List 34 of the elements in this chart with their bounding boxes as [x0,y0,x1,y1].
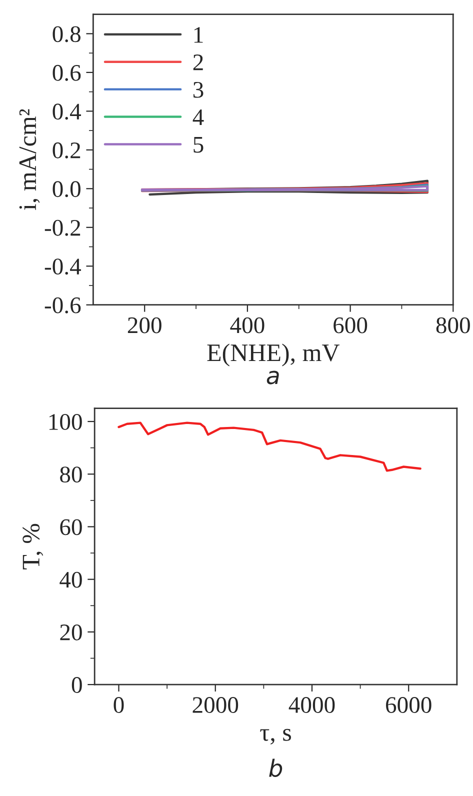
y-axis-title: i, mA/cm² [19,109,40,210]
x-tick-label: 2000 [192,697,238,713]
y-tick-label: 0.6 [52,64,81,81]
y-axis-title: T, % [22,524,44,570]
y-tick-label: 0 [72,677,82,693]
x-axis-title: τ, s [260,728,291,745]
y-tick-label: 0.8 [52,26,80,42]
x-tick-label: 6000 [386,697,432,713]
x-tick-label: 0 [114,697,124,713]
y-tick-label: 0.0 [52,181,80,198]
y-tick-label: -0.2 [44,220,80,236]
x-tick-label: 800 [436,317,470,334]
legend-label: 1 [194,27,203,43]
x-tick-label: 400 [230,317,264,334]
legend-label: 4 [192,109,204,126]
legend-label: 3 [193,82,204,98]
y-tick-label: -0.6 [44,297,81,314]
y-tick-label: 20 [60,624,82,640]
text: b [269,758,282,778]
line-series [118,422,422,472]
legend-label: 2 [193,54,203,70]
y-tick-label: 60 [60,519,82,536]
x-tick-label: 200 [128,317,162,334]
legend-label: 5 [194,137,204,153]
x-axis-title: E(NHE), mV [207,344,340,366]
y-tick-label: 40 [60,572,82,588]
y-tick-label: 0.2 [52,142,80,158]
y-tick-label: -0.4 [44,258,82,275]
y-tick-label: 100 [49,414,82,430]
text: a [266,370,279,384]
x-tick-label: 4000 [288,697,335,713]
y-tick-label: 80 [60,466,82,483]
y-tick-label: 0.4 [52,104,82,120]
x-tick-label: 600 [334,317,368,334]
